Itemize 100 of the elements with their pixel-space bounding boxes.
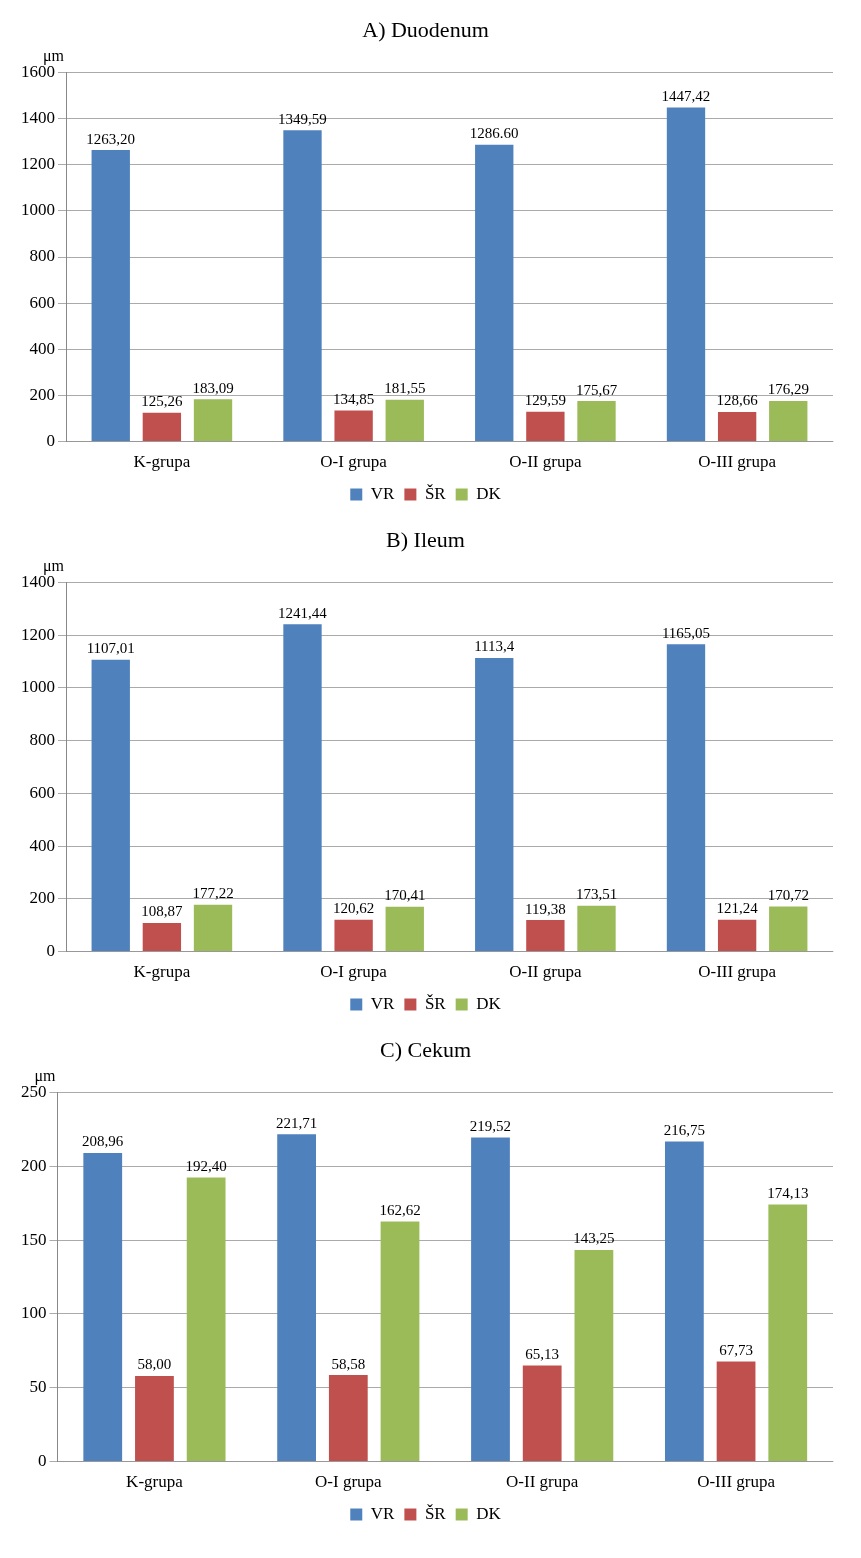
bar xyxy=(475,657,514,952)
y-tick-label: 800 xyxy=(29,246,55,266)
data-label: 219,52 xyxy=(469,1117,512,1134)
x-tick-label: O-III grupa xyxy=(698,452,777,472)
bar xyxy=(334,919,373,952)
bar xyxy=(142,922,182,952)
bar xyxy=(334,410,373,442)
bar xyxy=(277,1134,316,1462)
data-label: 183,09 xyxy=(192,379,234,396)
y-tick-label: 1200 xyxy=(21,624,55,644)
data-label: 58,58 xyxy=(331,1355,366,1372)
x-tick-label: O-I grupa xyxy=(315,1472,383,1492)
bar xyxy=(385,399,424,442)
data-label: 125,26 xyxy=(141,393,183,410)
data-label: 176,29 xyxy=(767,381,809,398)
bar xyxy=(385,906,424,952)
y-tick-label: 200 xyxy=(29,888,55,908)
legend-label: VR xyxy=(370,1503,396,1523)
y-tick-label: 200 xyxy=(29,384,55,404)
data-label: 1263,20 xyxy=(86,130,136,147)
bar xyxy=(142,412,182,442)
y-tick-label: 800 xyxy=(29,730,55,750)
y-axis-title: μm xyxy=(34,1066,57,1085)
legend-label: VR xyxy=(370,483,396,503)
data-label: 65,13 xyxy=(525,1345,560,1362)
bar xyxy=(666,644,706,952)
y-tick-label: 400 xyxy=(29,835,55,855)
data-label: 170,41 xyxy=(384,887,426,904)
data-label: 58,00 xyxy=(137,1356,172,1373)
x-tick-label: O-I grupa xyxy=(320,452,388,472)
data-label: 216,75 xyxy=(663,1121,705,1138)
x-tick-label: K-grupa xyxy=(126,1472,184,1492)
data-label: 119,38 xyxy=(525,900,566,917)
bar xyxy=(769,400,808,442)
y-tick-label: 0 xyxy=(46,431,55,451)
data-label: 177,22 xyxy=(192,885,234,902)
data-label: 174,13 xyxy=(767,1184,809,1201)
chart-title: B) Ileum xyxy=(386,526,465,552)
bar xyxy=(526,920,565,952)
bar xyxy=(283,624,322,952)
data-label: 143,25 xyxy=(573,1230,615,1247)
y-tick-label: 0 xyxy=(46,941,55,961)
bar xyxy=(769,906,808,952)
x-tick-label: O-III grupa xyxy=(697,1472,776,1492)
legend-label: DK xyxy=(476,483,502,503)
bar xyxy=(666,107,706,442)
bar xyxy=(717,411,757,442)
bar xyxy=(526,411,565,442)
data-label: 1113,4 xyxy=(474,638,515,655)
y-tick-label: 200 xyxy=(21,1155,47,1175)
x-tick-label: K-grupa xyxy=(133,962,191,982)
bar xyxy=(716,1361,756,1462)
y-tick-label: 1000 xyxy=(21,677,55,697)
bar xyxy=(768,1204,808,1462)
bar xyxy=(91,659,130,952)
data-label: 181,55 xyxy=(384,380,426,397)
x-tick-label: K-grupa xyxy=(133,452,191,472)
bar xyxy=(283,130,322,442)
data-label: 162,62 xyxy=(379,1201,421,1218)
bar xyxy=(471,1137,510,1462)
bar xyxy=(193,399,233,442)
data-label: 1165,05 xyxy=(661,624,711,641)
y-axis-title: μm xyxy=(42,46,65,65)
bar xyxy=(522,1365,562,1462)
data-label: 108,87 xyxy=(141,903,183,920)
bar xyxy=(664,1141,704,1462)
data-label: 170,72 xyxy=(767,887,809,904)
data-label: 173,51 xyxy=(575,886,618,903)
data-label: 1241,44 xyxy=(278,604,328,621)
bar xyxy=(186,1177,226,1462)
y-tick-label: 400 xyxy=(29,338,55,358)
chart-title: A) Duodenum xyxy=(362,16,489,42)
bar xyxy=(328,1375,368,1462)
y-tick-label: 1000 xyxy=(21,200,55,220)
x-tick-label: O-II grupa xyxy=(506,1472,579,1492)
data-label: 208,96 xyxy=(82,1133,124,1150)
data-label: 192,40 xyxy=(185,1157,227,1174)
bar xyxy=(91,150,130,442)
y-tick-label: 600 xyxy=(29,782,55,802)
legend-label: ŠR xyxy=(424,483,447,503)
chart-title: C) Cekum xyxy=(379,1036,472,1062)
x-tick-label: O-II grupa xyxy=(509,452,582,472)
y-axis-title: μm xyxy=(42,556,65,575)
data-label: 128,66 xyxy=(716,392,759,409)
bar xyxy=(135,1375,174,1462)
y-tick-label: 0 xyxy=(38,1451,47,1471)
y-tick-label: 150 xyxy=(21,1229,47,1249)
bar xyxy=(380,1221,420,1462)
x-tick-label: O-III grupa xyxy=(698,962,777,982)
bar xyxy=(574,1250,614,1462)
data-label: 67,73 xyxy=(719,1342,753,1359)
legend-label: VR xyxy=(370,993,396,1013)
x-tick-label: O-I grupa xyxy=(320,962,388,982)
data-label: 1349,59 xyxy=(278,110,327,127)
y-tick-label: 600 xyxy=(29,292,55,312)
bar xyxy=(83,1153,123,1462)
bar xyxy=(577,905,616,952)
data-label: 129,59 xyxy=(524,392,566,409)
legend-label: ŠR xyxy=(424,1503,447,1523)
data-label: 121,24 xyxy=(716,900,759,917)
